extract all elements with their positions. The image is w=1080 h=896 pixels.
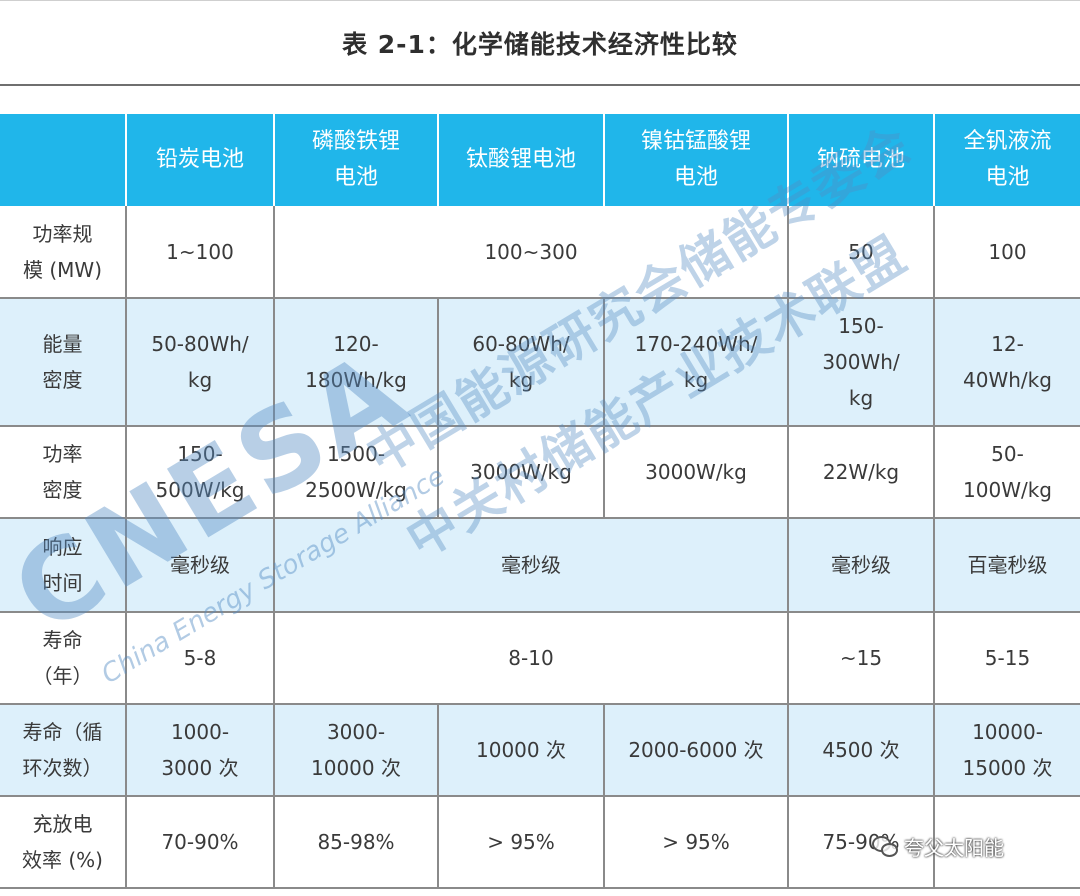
table-cell: 2000-6000 次: [603, 704, 789, 796]
table-cell: 5-8: [125, 612, 275, 704]
table-cell: 50- 100W/kg: [933, 426, 1080, 518]
header-corner: [0, 114, 127, 206]
row-label: 功率规模 (MW): [0, 206, 127, 298]
table-cell: 3000- 10000 次: [273, 704, 439, 796]
source-tag-text: 夸父太阳能: [904, 836, 1004, 860]
table-cell: 70-90%: [125, 796, 275, 888]
table-cell: 4500 次: [787, 704, 935, 796]
table-cell: 12- 40Wh/kg: [933, 298, 1080, 426]
column-header: 全钒液流 电池: [933, 114, 1080, 206]
table-cell: 毫秒级: [273, 518, 789, 612]
table-cell: 170-240Wh/kg: [603, 298, 789, 426]
table-cell: > 95%: [437, 796, 605, 888]
column-header: 钠硫电池: [787, 114, 935, 206]
row-label: 响应 时间: [0, 518, 127, 612]
table-cell: 150- 300Wh/kg: [787, 298, 935, 426]
table-cell: 1000- 3000 次: [125, 704, 275, 796]
table-cell: 75-90%: [787, 796, 935, 888]
column-header: 镍钴锰酸锂 电池: [603, 114, 789, 206]
row-label: 功率 密度: [0, 426, 127, 518]
table-cell: 1~100: [125, 206, 275, 298]
table-cell: 8-10: [273, 612, 789, 704]
row-label: 能量 密度: [0, 298, 127, 426]
table-cell: 10000- 15000 次: [933, 704, 1080, 796]
table-row: 响应 时间 毫秒级 毫秒级 毫秒级 百毫秒级: [0, 518, 1080, 612]
table-cell: 150- 500W/kg: [125, 426, 275, 518]
table-cell: 3000W/kg: [437, 426, 605, 518]
table-cell: 22W/kg: [787, 426, 935, 518]
table-cell: 3000W/kg: [603, 426, 789, 518]
table-row: 寿命（循 环次数） 1000- 3000 次 3000- 10000 次 10000 次 20…: [0, 704, 1080, 796]
table-cell: 毫秒级: [787, 518, 935, 612]
table-row: 能量 密度 50-80Wh/kg 120- 180Wh/kg 60-80Wh/kg 170-…: [0, 298, 1080, 426]
table-cell: 毫秒级: [125, 518, 275, 612]
table-cell: 5-15: [933, 612, 1080, 704]
row-label: 寿命 （年）: [0, 612, 127, 704]
table-cell: 60-80Wh/kg: [437, 298, 605, 426]
source-tag: 夸父太阳能: [872, 832, 1004, 861]
table-caption: 表 2-1：化学储能技术经济性比较: [0, 0, 1080, 86]
table-row: 功率 密度 150- 500W/kg 1500- 2500W/kg 3000W/kg 3000…: [0, 426, 1080, 518]
table-cell: 100: [933, 206, 1080, 298]
column-header: 磷酸铁锂 电池: [273, 114, 439, 206]
table-cell: [933, 796, 1080, 888]
table-cell: 50-80Wh/kg: [125, 298, 275, 426]
table-cell: 100~300: [273, 206, 789, 298]
table-cell: 1500- 2500W/kg: [273, 426, 439, 518]
comparison-table: 铅炭电池 磷酸铁锂 电池 钛酸锂电池 镍钴锰酸锂 电池 钠硫电池 全钒液流 电池 功率规模 (MW…: [0, 114, 1080, 889]
row-label: 寿命（循 环次数）: [0, 704, 127, 796]
table-row: 充放电 效率 (%) 70-90% 85-98% > 95% > 95% 75-90%: [0, 796, 1080, 888]
column-header: 钛酸锂电池: [437, 114, 605, 206]
table-cell: 50: [787, 206, 935, 298]
table-cell: ~15: [787, 612, 935, 704]
table-row: 寿命 （年） 5-8 8-10 ~15 5-15: [0, 612, 1080, 704]
row-label: 充放电 效率 (%): [0, 796, 127, 888]
table-row: 功率规模 (MW) 1~100 100~300 50 100: [0, 206, 1080, 298]
column-header: 铅炭电池: [125, 114, 275, 206]
table-cell: 85-98%: [273, 796, 439, 888]
table-cell: 10000 次: [437, 704, 605, 796]
table-cell: 百毫秒级: [933, 518, 1080, 612]
wechat-icon: [872, 835, 898, 858]
table-cell: > 95%: [603, 796, 789, 888]
table-cell: 120- 180Wh/kg: [273, 298, 439, 426]
header-row: 铅炭电池 磷酸铁锂 电池 钛酸锂电池 镍钴锰酸锂 电池 钠硫电池 全钒液流 电池: [0, 114, 1080, 206]
